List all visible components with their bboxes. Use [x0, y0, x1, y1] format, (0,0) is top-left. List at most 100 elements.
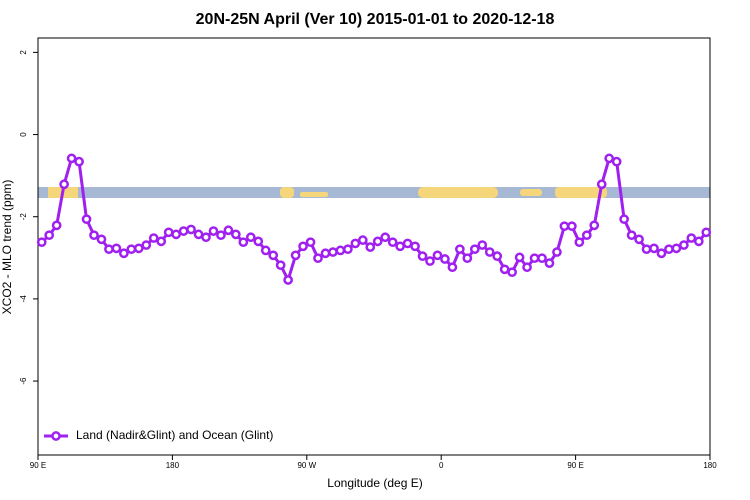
x-tick-label: 0	[439, 461, 444, 470]
point	[559, 221, 570, 232]
point	[268, 250, 279, 261]
point	[567, 221, 577, 232]
point	[74, 156, 84, 167]
point	[432, 250, 443, 261]
point	[402, 238, 413, 249]
point	[693, 236, 704, 247]
point	[59, 179, 69, 190]
point	[328, 247, 338, 257]
point	[357, 235, 368, 245]
y-axis-label: XCO2 - MLO trend (ppm)	[0, 180, 14, 315]
point	[492, 251, 503, 262]
point	[260, 245, 271, 256]
point	[126, 244, 137, 255]
point	[305, 237, 316, 248]
point	[245, 232, 256, 243]
series-line	[40, 156, 708, 285]
point	[641, 244, 652, 255]
point	[507, 267, 517, 278]
point	[664, 244, 674, 255]
point	[499, 264, 510, 275]
point	[171, 229, 181, 240]
y-tick-label: 0	[19, 132, 28, 137]
point	[223, 225, 234, 236]
point	[253, 236, 264, 247]
point	[372, 236, 383, 247]
point	[343, 244, 353, 255]
legend-marker	[51, 431, 61, 441]
x-tick-label: 90 W	[297, 461, 316, 470]
x-tick-label: 90 E	[30, 461, 46, 470]
point	[186, 224, 196, 235]
plot-frame	[37, 37, 711, 456]
point	[552, 247, 562, 257]
point	[477, 240, 488, 250]
point	[238, 237, 249, 248]
point	[634, 234, 644, 245]
point	[365, 242, 376, 252]
map-land	[555, 187, 607, 198]
point	[611, 156, 622, 167]
point	[686, 233, 697, 243]
point	[425, 256, 435, 266]
point	[178, 226, 189, 236]
point	[163, 227, 174, 238]
point	[656, 248, 667, 259]
point	[417, 251, 428, 262]
point	[581, 230, 592, 241]
point	[335, 245, 346, 256]
point	[604, 153, 615, 164]
point	[275, 260, 286, 271]
point	[462, 253, 473, 264]
chart-title: 20N-25N April (Ver 10) 2015-01-01 to 202…	[196, 11, 555, 28]
point	[455, 244, 465, 255]
point	[440, 254, 450, 264]
x-tick-label: 180	[703, 461, 717, 470]
point	[350, 238, 361, 249]
point	[89, 230, 99, 241]
point	[104, 244, 114, 255]
point	[469, 244, 480, 255]
point	[320, 248, 331, 259]
point	[410, 241, 420, 252]
point	[111, 243, 122, 254]
map-land	[280, 187, 294, 198]
point	[216, 230, 226, 241]
point	[66, 153, 77, 164]
map-ocean	[38, 187, 710, 198]
x-axis-label: Longitude (deg E)	[327, 476, 422, 490]
point	[201, 232, 211, 243]
point	[193, 229, 204, 240]
x-tick-label: 180	[166, 461, 180, 470]
point	[81, 214, 92, 225]
point	[574, 237, 585, 248]
point	[447, 262, 458, 273]
point	[596, 179, 607, 190]
point	[544, 258, 555, 268]
point	[119, 248, 129, 259]
point	[133, 243, 144, 254]
point	[148, 233, 159, 243]
point	[679, 240, 689, 250]
point	[36, 237, 47, 248]
map-strip	[38, 187, 710, 198]
point	[589, 220, 600, 231]
point	[484, 247, 495, 257]
point	[231, 229, 241, 240]
point	[313, 253, 323, 264]
point	[514, 252, 525, 263]
point	[387, 237, 398, 248]
point	[395, 241, 405, 252]
point	[156, 236, 167, 247]
point	[537, 253, 547, 264]
point	[701, 227, 712, 238]
y-tick-label: -2	[19, 213, 28, 221]
x-tick-label: 90 E	[567, 461, 583, 470]
point	[283, 275, 293, 285]
point	[522, 262, 532, 273]
y-tick-label: -6	[19, 377, 28, 385]
point	[529, 253, 540, 264]
point	[96, 234, 107, 245]
y-tick-label: 2	[19, 50, 28, 55]
